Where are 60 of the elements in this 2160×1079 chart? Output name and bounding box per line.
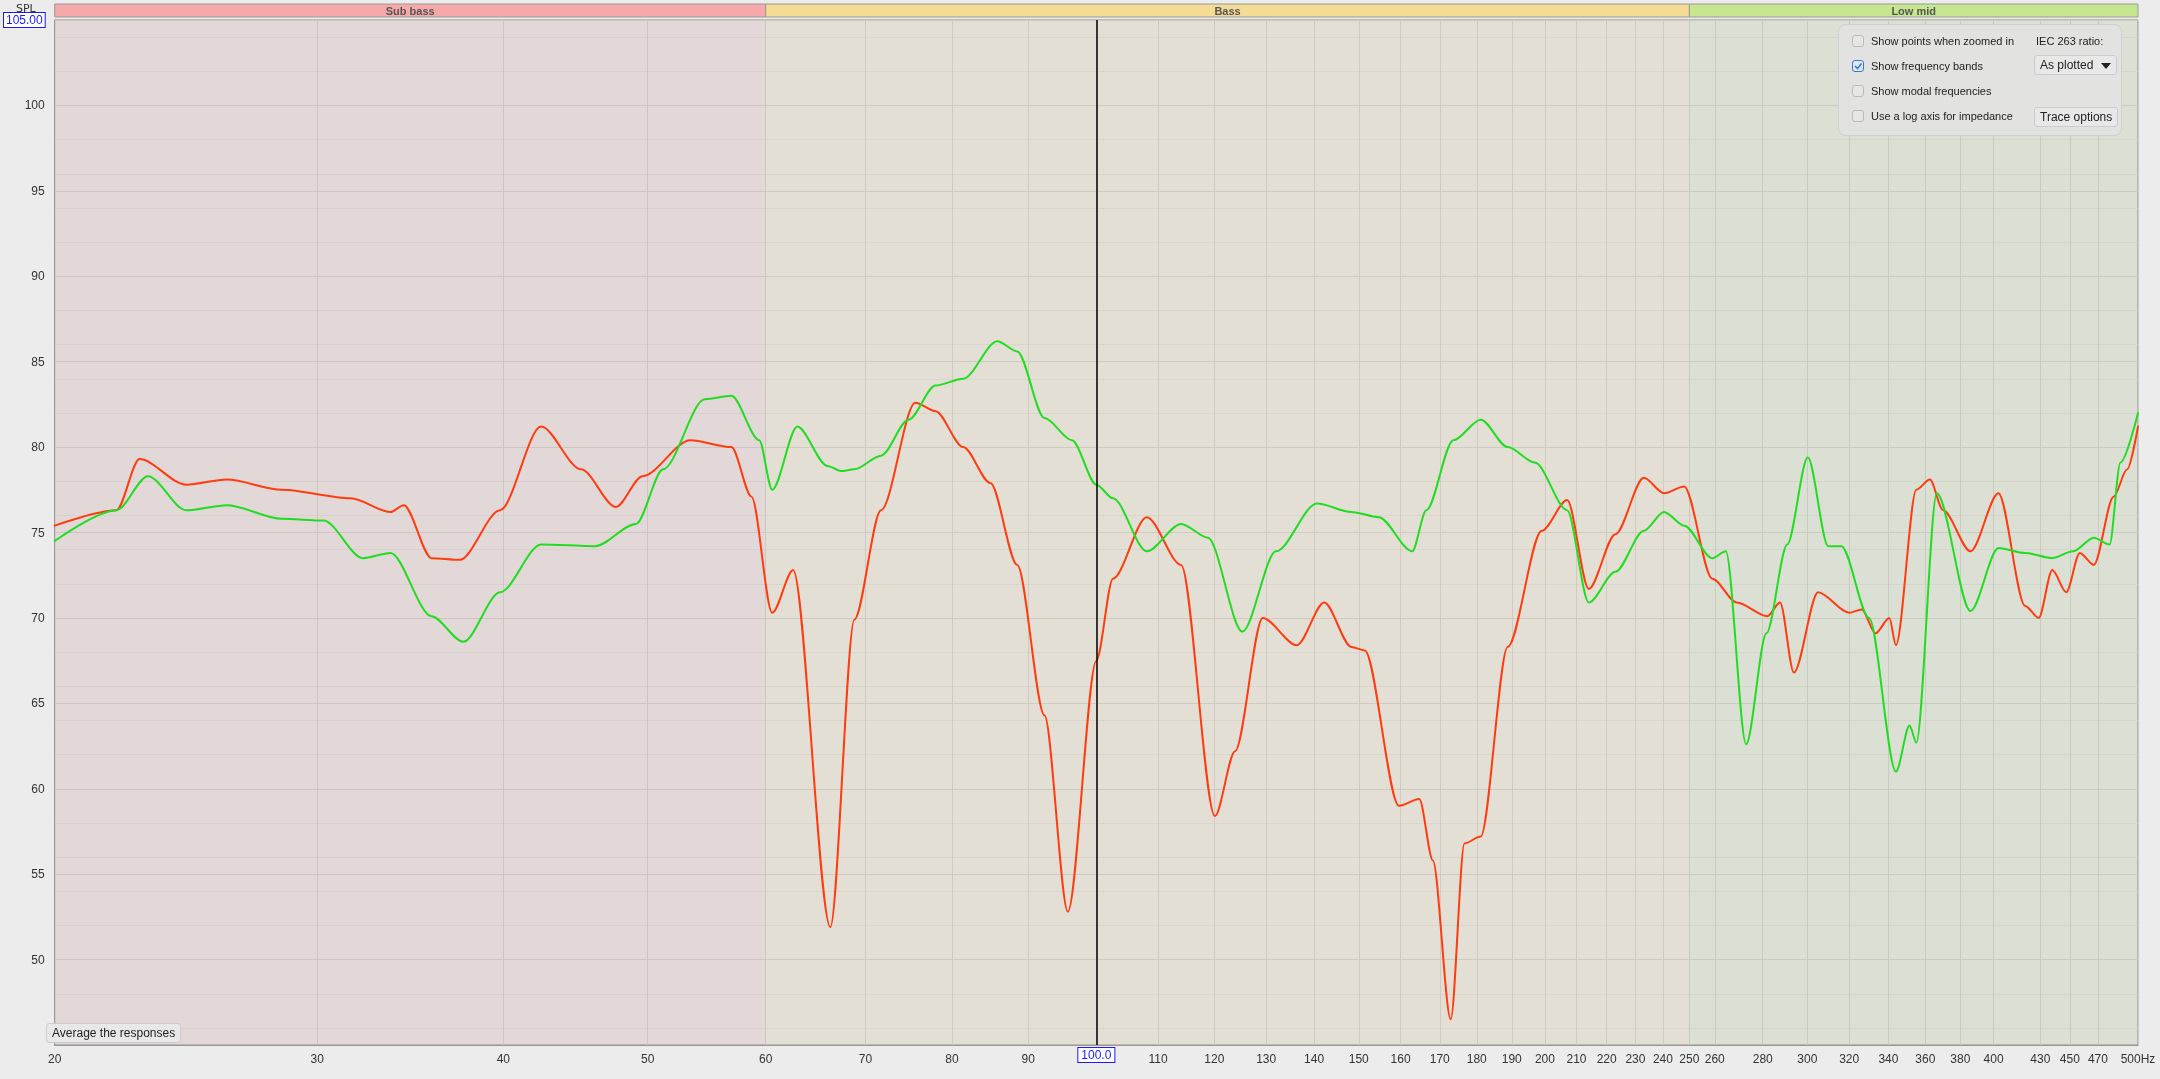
x-tick-label: 450 <box>2059 1052 2081 1066</box>
x-tick-label: 260 <box>1704 1052 1726 1066</box>
x-tick-label: 340 <box>1878 1052 1899 1066</box>
y-tick-label: 90 <box>31 269 46 284</box>
x-tick-label: 30 <box>310 1052 325 1066</box>
y-tick-label: 105.00 <box>6 13 44 27</box>
x-tick-label: 110 <box>1148 1052 1168 1066</box>
x-tick-label: 250 <box>1679 1052 1700 1066</box>
x-tick-label: 190 <box>1501 1052 1523 1066</box>
x-tick-label: 180 <box>1466 1052 1488 1066</box>
x-tick-label: 360 <box>1915 1052 1936 1066</box>
x-tick-label: 170 <box>1429 1052 1451 1066</box>
x-tick-label: 380 <box>1950 1052 1971 1066</box>
annotation: Show modal frequencies <box>1871 84 1992 99</box>
y-tick-label: 50 <box>31 952 46 967</box>
x-tick-label: 130 <box>1256 1052 1277 1066</box>
annotation: Show points when zoomed in <box>1871 34 2015 49</box>
x-tick-label: 50 <box>641 1052 655 1066</box>
y-tick-label: 70 <box>31 610 46 625</box>
x-tick-label: 430 <box>2030 1052 2051 1066</box>
dropdown: As plotted <box>2034 55 2118 75</box>
x-tick-label: 300 <box>1797 1052 1818 1066</box>
y-tick-label: 100 <box>24 98 46 113</box>
x-tick-label: 320 <box>1839 1052 1860 1066</box>
button: Trace options <box>2034 107 2119 127</box>
band-label: Low mid <box>1891 4 1936 17</box>
x-tick-label: 280 <box>1752 1052 1774 1066</box>
x-tick-label: 90 <box>1021 1052 1036 1066</box>
x-tick-label: 200 <box>1534 1052 1556 1066</box>
x-tick-label: 150 <box>1348 1052 1370 1066</box>
x-tick-label: 160 <box>1390 1052 1411 1066</box>
ref-line-label: 100.0 <box>1081 1048 1112 1062</box>
y-tick-label: 80 <box>31 440 46 455</box>
y-tick-label: 75 <box>31 525 46 540</box>
y-tick-label: 60 <box>31 781 46 796</box>
band-label: Bass <box>1214 4 1241 17</box>
x-tick-label: 220 <box>1596 1052 1617 1066</box>
annotation: Use a log axis for impedance <box>1871 109 2013 124</box>
x-tick-label: 60 <box>759 1052 773 1066</box>
x-tick-label: 120 <box>1204 1052 1225 1066</box>
x-tick-label: 70 <box>858 1052 873 1066</box>
x-tick-label: 140 <box>1304 1052 1325 1066</box>
annotation: IEC 263 ratio: <box>2036 34 2104 49</box>
y-tick-label: 95 <box>31 183 46 198</box>
x-tick-label: 20 <box>48 1052 62 1066</box>
x-tick-label: 400 <box>1983 1052 2004 1066</box>
x-tick-label: 80 <box>945 1052 959 1066</box>
x-tick-label: 240 <box>1652 1052 1674 1066</box>
x-tick-label: 230 <box>1625 1052 1646 1066</box>
x-tick-label: 500Hz <box>2120 1052 2156 1066</box>
y-axis-title: SPL <box>16 2 37 15</box>
y-tick-label: 55 <box>31 867 46 882</box>
x-tick-label: 210 <box>1566 1052 1587 1066</box>
x-tick-label: 40 <box>496 1052 511 1066</box>
button: Average the responses <box>46 1023 182 1043</box>
y-tick-label: 65 <box>31 696 46 711</box>
y-tick-label: 85 <box>31 354 46 369</box>
band-label: Sub bass <box>385 4 435 17</box>
annotation: Show frequency bands <box>1871 59 1983 74</box>
x-tick-label: 470 <box>2087 1052 2109 1066</box>
